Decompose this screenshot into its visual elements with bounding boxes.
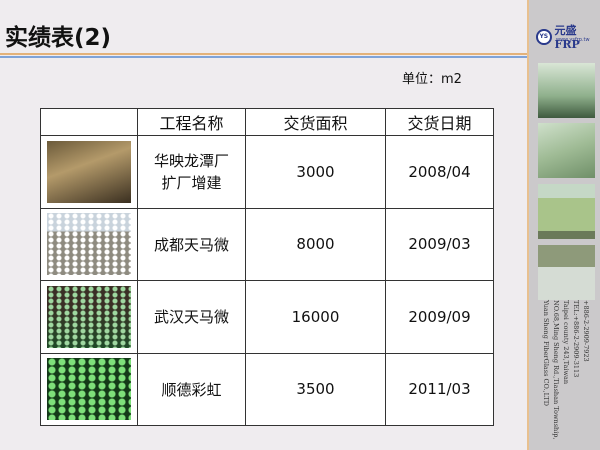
logo-url: www.ysfrp.tw <box>556 37 590 43</box>
project-area: 16000 <box>245 280 386 354</box>
project-name: 华映龙潭厂 扩厂增建 <box>137 135 246 209</box>
project-date: 2009/03 <box>385 207 494 281</box>
header-date: 交货日期 <box>385 108 494 136</box>
side-panel: YS 元盛FRP www.ysfrp.tw Yuan Sheng FiberGl… <box>527 0 600 450</box>
project-photo <box>47 140 131 203</box>
slide-title: 实绩表(2) <box>5 25 112 51</box>
table-row: 成都天马微 8000 2009/03 <box>40 207 494 281</box>
table-row: 华映龙潭厂 扩厂增建 3000 2008/04 <box>40 135 494 209</box>
project-photo <box>47 358 131 421</box>
company-logo: YS 元盛FRP www.ysfrp.tw <box>536 22 600 51</box>
project-photo <box>47 285 131 348</box>
project-area: 3500 <box>245 352 386 426</box>
project-area: 8000 <box>245 207 386 281</box>
side-photo-floor <box>538 245 595 300</box>
table-row: 武汉天马微 16000 2009/09 <box>40 280 494 354</box>
project-date: 2009/09 <box>385 280 494 354</box>
table-row: 顺德彩虹 3500 2011/03 <box>40 352 494 426</box>
logo-badge-icon: YS <box>536 28 552 45</box>
table-header: 工程名称 交货面积 交货日期 <box>40 108 494 136</box>
project-photo <box>47 213 131 276</box>
header-photo <box>40 108 138 136</box>
unit-label: 单位：m2 <box>402 72 462 87</box>
header-area: 交货面积 <box>245 108 386 136</box>
company-address: Yuan Sheng FiberGlass CO.,LTD NO.68,Ming… <box>542 300 590 440</box>
divider-blue <box>0 56 527 58</box>
project-table: 工程名称 交货面积 交货日期 华映龙潭厂 扩厂增建 3000 2008/04 成… <box>40 108 494 426</box>
header-project: 工程名称 <box>137 108 246 136</box>
project-name: 顺德彩虹 <box>137 352 246 426</box>
side-photo-tank <box>538 123 595 178</box>
project-name: 成都天马微 <box>137 207 246 281</box>
side-photo-silos <box>538 184 595 239</box>
project-name: 武汉天马微 <box>137 280 246 354</box>
divider-orange <box>0 53 527 55</box>
side-photo-structure <box>538 63 595 118</box>
logo-name: 元盛FRP <box>554 24 580 51</box>
project-date: 2008/04 <box>385 135 494 209</box>
project-date: 2011/03 <box>385 352 494 426</box>
project-area: 3000 <box>245 135 386 209</box>
